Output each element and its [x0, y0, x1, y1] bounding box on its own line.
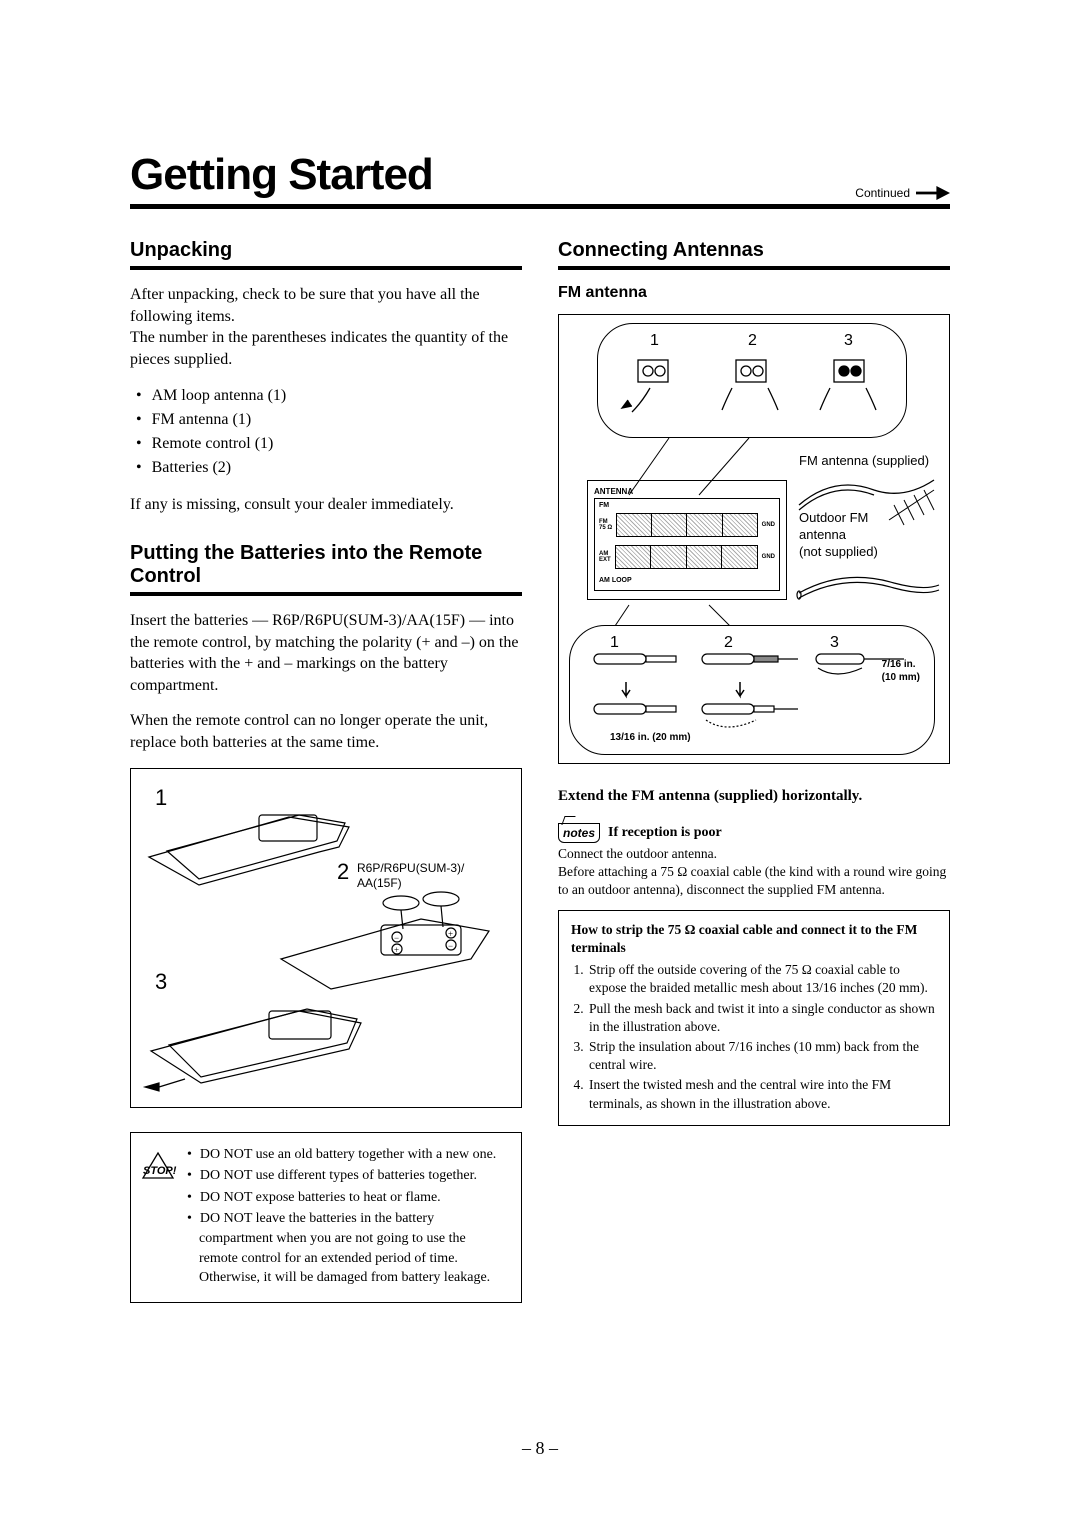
- antenna-figure: 1 2 3: [558, 314, 950, 764]
- battery-type-label: R6P/R6PU(SUM-3)/ AA(15F): [357, 861, 464, 892]
- remote-step3-drawing: [139, 987, 369, 1097]
- unpacking-p1-text: After unpacking, check to be sure that y…: [130, 286, 480, 325]
- notes-icon: notes: [558, 823, 600, 843]
- stop-icon: STOP!: [141, 1151, 175, 1186]
- unpacking-list: AM loop antenna (1) FM antenna (1) Remot…: [130, 384, 522, 480]
- continued-indicator: Continued: [855, 186, 950, 200]
- svg-text:+: +: [448, 929, 453, 939]
- stop-warning-box: STOP! DO NOT use an old battery together…: [130, 1132, 522, 1303]
- notes-body: Connect the outdoor antenna. Before atta…: [558, 845, 950, 900]
- list-item: Strip off the outside covering of the 75…: [587, 961, 937, 997]
- terminal-amloop: AM LOOP: [599, 577, 775, 584]
- list-item: FM antenna (1): [136, 408, 522, 432]
- fig-step-2: 2: [337, 859, 349, 885]
- terminal-fm-label: FM: [599, 502, 775, 509]
- batteries-p2: When the remote control can no longer op…: [130, 710, 522, 753]
- howto-steps: Strip off the outside covering of the 75…: [571, 961, 937, 1113]
- fm-antenna-subtitle: FM antenna: [558, 284, 950, 302]
- len-13-16: 13/16 in. (20 mm): [610, 731, 691, 744]
- page-number: – 8 –: [0, 1438, 1080, 1459]
- unpacking-p2-text: The number in the parentheses indicates …: [130, 329, 508, 368]
- antenna-bottom-callout: 1 2 3: [569, 625, 935, 755]
- continued-label: Continued: [855, 186, 910, 200]
- batteries-p1: Insert the batteries — R6P/R6PU(SUM-3)/A…: [130, 610, 522, 696]
- unpacking-p1: After unpacking, check to be sure that y…: [130, 284, 522, 370]
- connecting-antennas-title: Connecting Antennas: [558, 239, 950, 270]
- page-title: Getting Started: [130, 150, 433, 200]
- stop-icon-label: STOP!: [143, 1164, 176, 1179]
- len-7-16: 7/16 in. (10 mm): [882, 658, 920, 684]
- list-item: Remote control (1): [136, 432, 522, 456]
- remote-step2-drawing: − + + −: [271, 889, 501, 999]
- coax-cable-drawing: [794, 563, 944, 613]
- continued-arrow-icon: [916, 186, 950, 200]
- terminal-amext: AM EXT: [599, 551, 611, 563]
- outdoor-fm-label: Outdoor FM antenna (not supplied): [799, 510, 878, 561]
- right-column: Connecting Antennas FM antenna 1 2 3: [558, 239, 950, 1303]
- terminal-gnd-2: GND: [762, 554, 775, 560]
- list-item: DO NOT expose batteries to heat or flame…: [187, 1188, 507, 1208]
- list-item: DO NOT leave the batteries in the batter…: [187, 1209, 507, 1287]
- unpacking-p3: If any is missing, consult your dealer i…: [130, 494, 522, 516]
- extend-instruction: Extend the FM antenna (supplied) horizon…: [558, 788, 950, 805]
- terminal-fm75: FM 75 Ω: [599, 519, 612, 531]
- antenna-terminal-panel: ANTENNA FM FM 75 Ω GND AM EXT GND AM LOO…: [587, 480, 787, 600]
- list-item: Pull the mesh back and twist it into a s…: [587, 1000, 937, 1036]
- list-item: Insert the twisted mesh and the central …: [587, 1076, 937, 1112]
- content-columns: Unpacking After unpacking, check to be s…: [130, 239, 950, 1303]
- list-item: Batteries (2): [136, 456, 522, 480]
- notes-title: If reception is poor: [608, 825, 722, 841]
- svg-text:+: +: [394, 945, 399, 955]
- svg-text:−: −: [448, 941, 453, 951]
- svg-text:−: −: [394, 933, 399, 943]
- batteries-title: Putting the Batteries into the Remote Co…: [130, 542, 522, 596]
- notes-header: notes If reception is poor: [558, 823, 950, 843]
- howto-title: How to strip the 75 Ω coaxial cable and …: [571, 921, 937, 957]
- stop-list: DO NOT use an old battery together with …: [187, 1145, 507, 1288]
- title-row: Getting Started Continued: [130, 150, 950, 209]
- terminal-gnd-1: GND: [762, 522, 775, 528]
- howto-box: How to strip the 75 Ω coaxial cable and …: [558, 910, 950, 1126]
- terminal-antenna-label: ANTENNA: [594, 487, 780, 496]
- list-item: DO NOT use different types of batteries …: [187, 1166, 507, 1186]
- remote-step1-drawing: [139, 797, 359, 887]
- unpacking-title: Unpacking: [130, 239, 522, 270]
- left-column: Unpacking After unpacking, check to be s…: [130, 239, 522, 1303]
- list-item: Strip the insulation about 7/16 inches (…: [587, 1038, 937, 1074]
- list-item: DO NOT use an old battery together with …: [187, 1145, 507, 1165]
- outdoor-antenna-drawing: [879, 480, 949, 530]
- list-item: AM loop antenna (1): [136, 384, 522, 408]
- remote-figure: 1 2 R6P/R6PU(SUM-3)/ AA(15F) −: [130, 768, 522, 1108]
